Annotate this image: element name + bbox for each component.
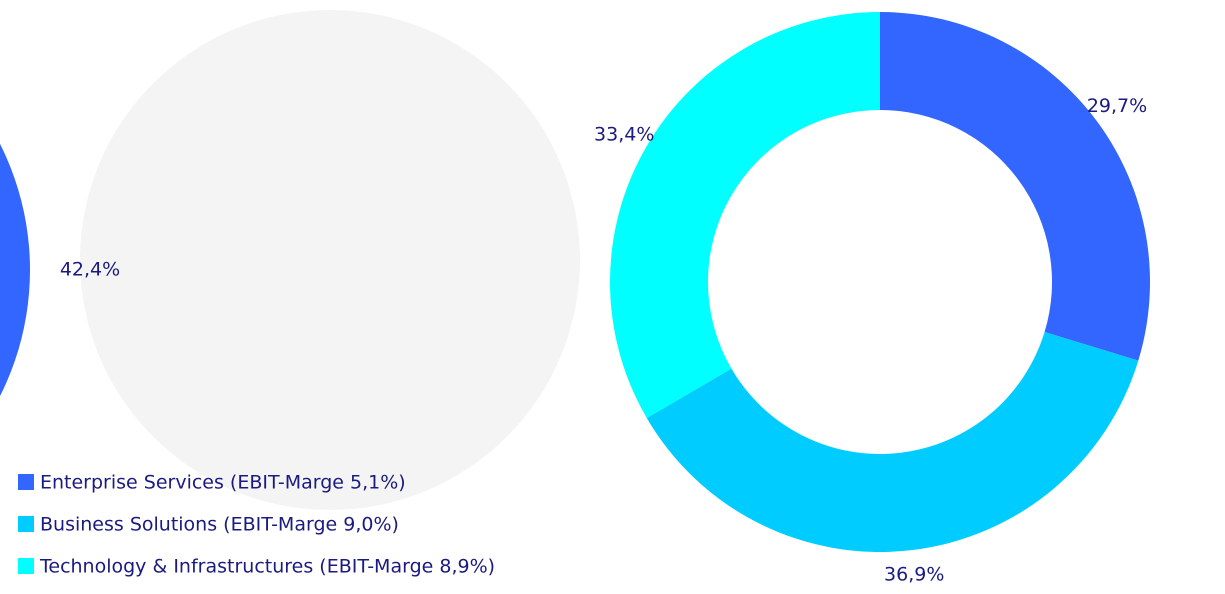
legend-swatch (18, 516, 34, 532)
data-label: 33,4% (594, 124, 654, 146)
data-label: 29,7% (1087, 95, 1147, 117)
slice (880, 12, 1150, 361)
data-label: 42,4% (60, 259, 120, 281)
legend-swatch (18, 558, 34, 574)
background-watermark (80, 10, 580, 510)
legend-label: Business Solutions (EBIT-Marge 9,0%) (40, 514, 399, 536)
legend-label: Technology & Infrastructures (EBIT-Marge… (39, 556, 495, 578)
chart: 42,4% 29,7% 36,9% 33,4% Enterprise Services … (0, 0, 1225, 594)
slice (610, 12, 880, 418)
legend-label: Enterprise Services (EBIT-Marge 5,1%) (40, 472, 406, 494)
slice (0, 0, 30, 542)
data-label: 36,9% (884, 564, 944, 586)
legend-swatch (18, 474, 34, 490)
